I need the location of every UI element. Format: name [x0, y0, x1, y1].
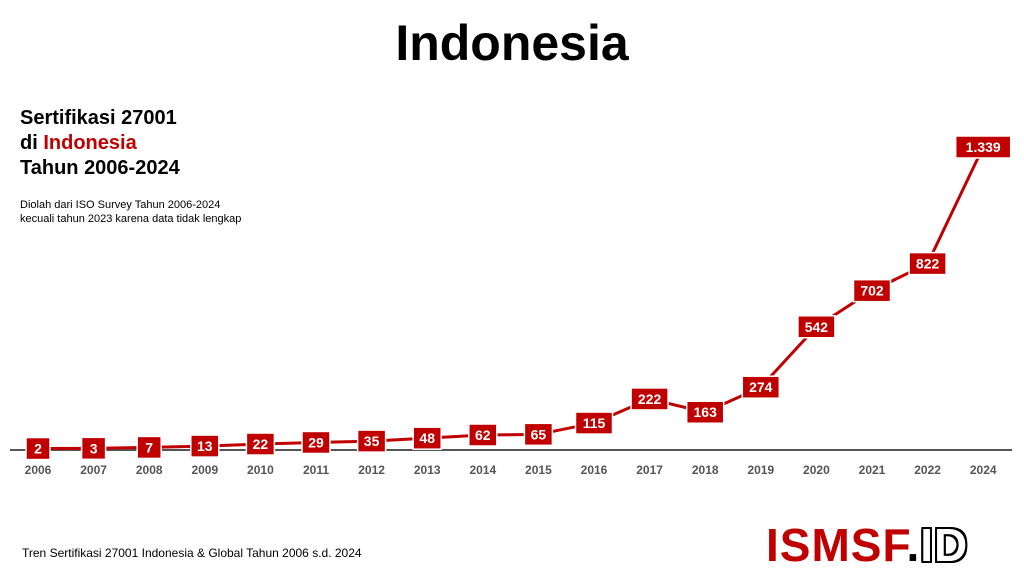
- data-label: 542: [805, 319, 829, 335]
- subtitle-line-1: Sertifikasi 27001: [20, 107, 177, 129]
- data-point: [468, 423, 498, 447]
- chart-subtitle: Sertifikasi 27001 di Indonesia Tahun 200…: [20, 106, 180, 181]
- data-label: 22: [253, 436, 269, 452]
- data-label: 3: [90, 440, 98, 456]
- x-tick-label: 2006: [25, 463, 52, 477]
- data-point: [852, 278, 892, 303]
- footer-caption: Tren Sertifikasi 27001 Indonesia & Globa…: [22, 546, 362, 560]
- source-note: Diolah dari ISO Survey Tahun 2006-2024 k…: [20, 198, 241, 226]
- data-point: [245, 432, 276, 456]
- data-label: 7: [145, 439, 153, 455]
- data-label: 62: [475, 427, 491, 443]
- x-tick-label: 2016: [581, 463, 608, 477]
- subtitle-line-2: di Indonesia: [20, 131, 180, 156]
- x-tick-label: 2021: [859, 463, 886, 477]
- x-tick-label: 2022: [914, 463, 941, 477]
- data-label: 48: [419, 430, 435, 446]
- logo-main-text: ISMSF: [766, 519, 907, 571]
- logo-dot: .: [906, 519, 921, 571]
- data-label: 163: [694, 404, 718, 420]
- brand-logo: ISMSF.ID: [766, 520, 968, 570]
- data-point: [25, 436, 51, 461]
- x-tick-label: 2017: [636, 463, 663, 477]
- data-point: [574, 411, 614, 435]
- data-point: [741, 375, 781, 399]
- data-label: 702: [860, 283, 884, 299]
- x-tick-label: 2013: [414, 463, 441, 477]
- data-label: 35: [364, 433, 380, 449]
- data-label: 13: [197, 438, 213, 454]
- x-tick-label: 2014: [469, 463, 496, 477]
- data-point: [190, 434, 220, 458]
- x-tick-label: 2011: [303, 463, 329, 477]
- subtitle-line-3: Tahun 2006-2024: [20, 157, 180, 179]
- logo-suffix-text: ID: [920, 519, 969, 571]
- source-note-line-1: Diolah dari ISO Survey Tahun 2006-2024: [20, 199, 221, 211]
- data-label: 274: [749, 379, 773, 395]
- data-label: 29: [308, 434, 324, 450]
- data-label: 2: [34, 441, 42, 457]
- x-tick-label: 2024: [970, 463, 997, 477]
- x-tick-label: 2019: [747, 463, 774, 477]
- data-label: 1.339: [966, 139, 1001, 155]
- x-tick-label: 2009: [191, 463, 218, 477]
- page-title: Indonesia: [395, 15, 629, 71]
- data-point: [954, 135, 1012, 159]
- data-point: [630, 387, 669, 411]
- data-label: 222: [638, 391, 662, 407]
- x-tick-label: 2015: [525, 463, 552, 477]
- data-point: [797, 315, 836, 339]
- data-point: [908, 251, 947, 276]
- data-point: [412, 426, 442, 450]
- data-label: 822: [916, 256, 940, 272]
- source-note-line-2: kecuali tahun 2023 karena data tidak len…: [20, 213, 242, 225]
- x-tick-label: 2012: [358, 463, 385, 477]
- subtitle-highlight: Indonesia: [43, 132, 137, 154]
- data-point: [136, 435, 162, 460]
- x-tick-label: 2020: [803, 463, 830, 477]
- series-line: [37, 146, 985, 451]
- data-point: [356, 429, 387, 453]
- x-tick-label: 2007: [80, 463, 107, 477]
- x-tick-label: 2008: [136, 463, 163, 477]
- data-point: [301, 430, 331, 455]
- data-point: [80, 436, 107, 461]
- data-point: [523, 422, 554, 447]
- data-label: 65: [531, 426, 547, 442]
- x-tick-label: 2018: [692, 463, 719, 477]
- data-point: [685, 400, 725, 424]
- subtitle-prefix: di: [20, 132, 44, 154]
- x-tick-label: 2010: [247, 463, 274, 477]
- data-label: 115: [583, 415, 606, 431]
